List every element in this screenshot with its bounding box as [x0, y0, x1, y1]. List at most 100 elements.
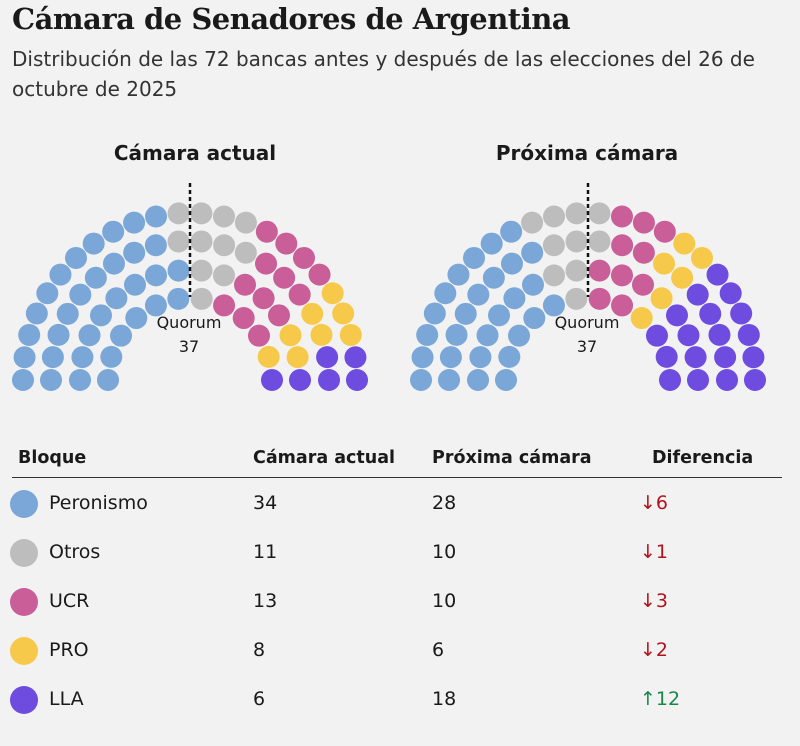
chart-title-proxima: Próxima cámara — [495, 141, 679, 165]
seat-otros — [543, 205, 566, 228]
seat-peronismo — [105, 287, 128, 310]
seat-lla — [318, 369, 340, 391]
seat-otros — [212, 205, 235, 228]
seat-ucr — [234, 273, 256, 296]
seat-peronismo — [110, 324, 133, 347]
actual-value: 34 — [253, 492, 278, 514]
seat-lla — [730, 302, 753, 325]
legend-swatch — [10, 686, 38, 714]
seat-ucr — [653, 220, 676, 243]
seat-otros — [565, 259, 588, 282]
seat-pro — [630, 307, 653, 330]
seat-ucr — [252, 287, 275, 310]
seat-otros — [190, 259, 213, 282]
seat-ucr — [273, 266, 296, 289]
seat-peronismo — [416, 323, 439, 346]
seat-peronismo — [482, 266, 505, 289]
actual-value: 11 — [253, 541, 278, 563]
seat-peronismo — [144, 294, 167, 317]
seat-peronismo — [467, 283, 490, 306]
seat-peronismo — [500, 220, 523, 243]
seat-lla — [742, 346, 765, 369]
seat-peronismo — [438, 369, 460, 391]
seat-lla — [344, 346, 367, 369]
seat-peronismo — [100, 345, 123, 368]
seat-peronismo — [488, 304, 511, 327]
seat-peronismo — [13, 346, 36, 369]
seat-peronismo — [500, 252, 523, 275]
proxima-value: 6 — [432, 639, 445, 661]
diferencia-value: ↓2 — [640, 639, 669, 661]
seat-peronismo — [476, 324, 499, 347]
seat-peronismo — [503, 287, 526, 310]
actual-value: 6 — [253, 688, 266, 710]
seat-otros — [167, 202, 190, 225]
seat-peronismo — [423, 302, 446, 325]
seat-pro — [286, 346, 309, 369]
seat-peronismo — [56, 302, 79, 325]
seat-peronismo — [495, 369, 517, 391]
page-title: Cámara de Senadores de Argentina — [12, 2, 571, 36]
seat-ucr — [632, 241, 655, 264]
seat-lla — [346, 369, 368, 391]
seat-lla — [677, 324, 700, 347]
seat-lla — [699, 302, 722, 325]
seat-peronismo — [124, 273, 146, 296]
seat-lla — [716, 369, 738, 391]
seat-peronismo — [411, 346, 434, 369]
seat-peronismo — [41, 346, 64, 369]
seat-pro — [673, 232, 696, 255]
seat-peronismo — [145, 205, 168, 228]
seat-peronismo — [522, 273, 544, 296]
seat-ucr — [288, 283, 311, 306]
seat-otros — [234, 211, 257, 234]
seat-ucr — [588, 287, 611, 310]
quorum-text: Quorum — [554, 313, 620, 332]
seat-ucr — [610, 264, 633, 287]
seat-peronismo — [467, 369, 489, 391]
seat-peronismo — [71, 346, 94, 369]
seat-otros — [213, 234, 236, 257]
seat-peronismo — [123, 211, 146, 234]
seat-pro — [653, 252, 676, 275]
diferencia-value: ↓6 — [640, 492, 669, 514]
seat-peronismo — [434, 282, 457, 305]
seat-peronismo — [447, 263, 470, 286]
seat-peronismo — [410, 369, 432, 391]
seat-peronismo — [167, 287, 190, 310]
seat-lla — [686, 283, 709, 306]
seat-peronismo — [18, 323, 41, 346]
seat-peronismo — [25, 302, 48, 325]
seat-lla — [714, 346, 737, 369]
seat-otros — [190, 202, 213, 225]
seat-lla — [737, 323, 760, 346]
seat-lla — [706, 263, 729, 286]
seat-pro — [321, 282, 344, 305]
diferencia-value: ↓3 — [640, 590, 669, 612]
bloque-name: LLA — [49, 688, 84, 710]
seat-ucr — [255, 252, 278, 275]
seat-peronismo — [463, 246, 486, 269]
seat-pro — [279, 324, 302, 347]
proxima-value: 28 — [432, 492, 457, 514]
quorum-text: Quorum — [156, 313, 222, 332]
seat-peronismo — [90, 304, 113, 327]
seat-ucr — [611, 294, 634, 317]
seat-pro — [339, 323, 362, 346]
seat-pro — [301, 302, 324, 325]
seat-peronismo — [123, 241, 146, 264]
quorum-value: 37 — [178, 337, 200, 356]
seat-otros — [521, 211, 544, 234]
seat-peronismo — [523, 307, 546, 330]
quorum-value: 37 — [576, 337, 598, 356]
seat-ucr — [267, 304, 290, 327]
seat-peronismo — [445, 323, 468, 346]
bloque-name: UCR — [49, 590, 90, 612]
seat-ucr — [232, 307, 255, 330]
seat-ucr — [292, 246, 315, 269]
seat-peronismo — [521, 241, 544, 264]
seat-peronismo — [439, 346, 462, 369]
seat-lla — [645, 324, 668, 347]
seat-peronismo — [508, 324, 531, 347]
